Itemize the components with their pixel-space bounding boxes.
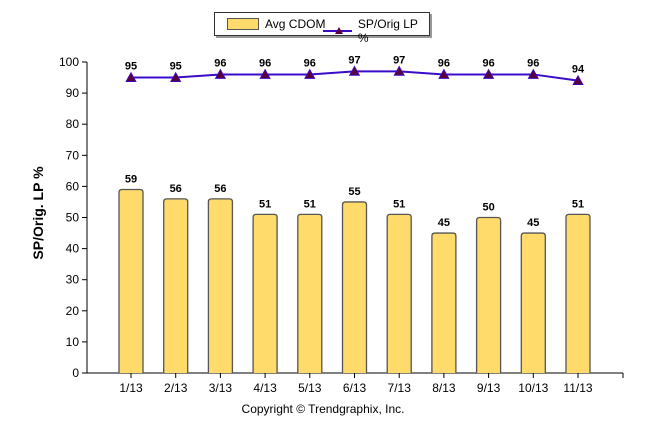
triangle-marker-icon <box>259 68 271 79</box>
triangle-marker-icon <box>348 65 361 76</box>
bar-value-label: 51 <box>304 198 316 210</box>
bar-value-label: 45 <box>527 217 539 229</box>
line-value-label: 96 <box>527 57 539 69</box>
bar-value-label: 51 <box>572 198 584 210</box>
legend: Avg CDOM SP/Orig LP % <box>214 12 430 45</box>
y-tick-label: 0 <box>72 366 79 380</box>
bar-value-label: 56 <box>214 183 226 195</box>
bar-value-label: 51 <box>393 198 405 210</box>
x-axis: 1/13 2/13 3/13 4/13 5/13 6/13 7/13 8/13 9/13 10/1… <box>87 372 624 395</box>
bar <box>520 232 546 373</box>
triangle-marker-icon <box>304 68 316 79</box>
y-tick-label: 20 <box>66 304 80 318</box>
bar <box>118 188 144 373</box>
bar-value-label: 51 <box>259 198 271 210</box>
triangle-marker-icon <box>214 68 227 79</box>
triangle-marker-icon <box>125 71 137 82</box>
y-tick-label: 100 <box>59 55 79 69</box>
x-tick-label: 9/13 <box>477 381 501 395</box>
bar-value-label: 56 <box>170 183 182 195</box>
triangle-marker-icon <box>393 65 405 76</box>
bar <box>431 232 457 373</box>
y-tick-label: 10 <box>66 335 80 349</box>
y-tick-label: 70 <box>66 148 80 162</box>
triangle-marker-icon <box>527 68 539 79</box>
bar <box>207 198 234 373</box>
triangle-marker-icon <box>170 71 182 82</box>
x-tick-label: 7/13 <box>388 381 412 395</box>
line-value-label: 97 <box>348 54 360 66</box>
y-tick-label: 80 <box>66 117 80 131</box>
x-tick-label: 11/13 <box>563 381 592 395</box>
bar-series-avg-cdom: 59 56 56 51 51 55 51 45 50 45 51 <box>118 174 591 373</box>
legend-item-sp-orig-lp: SP/Orig LP % <box>323 17 429 45</box>
bar <box>341 201 368 373</box>
y-tick-label: 30 <box>66 273 80 287</box>
bar <box>475 216 502 373</box>
x-tick-label: 1/13 <box>119 381 143 395</box>
copyright-text: Copyright © Trendgraphix, Inc. <box>241 402 405 416</box>
y-tick-label: 50 <box>66 211 80 225</box>
x-tick-label: 8/13 <box>432 381 456 395</box>
line-marker-swatch-icon <box>323 25 352 37</box>
legend-label: Avg CDOM <box>265 17 326 31</box>
bar-swatch-icon <box>227 18 259 30</box>
y-tick-label: 60 <box>66 179 80 193</box>
x-tick-label: 3/13 <box>209 381 233 395</box>
line-value-label: 96 <box>214 57 226 69</box>
x-tick-label: 10/13 <box>518 381 548 395</box>
x-tick-label: 5/13 <box>298 381 322 395</box>
y-tick-label: 90 <box>66 86 80 100</box>
line-value-label: 96 <box>259 57 271 69</box>
y-axis: 0 10 20 30 40 50 60 70 80 90 100 <box>59 55 88 380</box>
bar <box>386 213 412 373</box>
line-value-label: 94 <box>572 64 585 76</box>
line-value-label: 95 <box>125 61 137 73</box>
line-value-label: 96 <box>438 57 450 69</box>
legend-item-avg-cdom: Avg CDOM <box>227 17 325 31</box>
triangle-marker-icon <box>482 68 495 79</box>
legend-label: SP/Orig LP % <box>357 17 418 45</box>
bar-value-label: 59 <box>125 174 137 186</box>
x-tick-label: 2/13 <box>164 381 188 395</box>
bar <box>565 213 591 373</box>
line-value-label: 97 <box>393 54 405 66</box>
bar-value-label: 50 <box>482 202 494 214</box>
line-value-label: 95 <box>170 61 182 73</box>
bar <box>163 198 189 373</box>
line-value-label: 96 <box>304 57 316 69</box>
bar-value-label: 45 <box>438 217 450 229</box>
bar-value-label: 55 <box>348 186 360 198</box>
y-axis-label: SP/Orig. LP % <box>30 166 46 260</box>
y-tick-label: 40 <box>66 242 80 256</box>
triangle-marker-icon <box>572 74 584 86</box>
bar <box>252 213 278 373</box>
x-tick-label: 6/13 <box>343 381 367 395</box>
bar <box>297 213 323 373</box>
x-tick-label: 4/13 <box>253 381 277 395</box>
line-value-label: 96 <box>482 57 494 69</box>
triangle-marker-icon <box>438 68 450 79</box>
line-series-sp-orig-lp: 95 95 96 96 96 97 97 96 96 96 94 <box>125 54 585 86</box>
